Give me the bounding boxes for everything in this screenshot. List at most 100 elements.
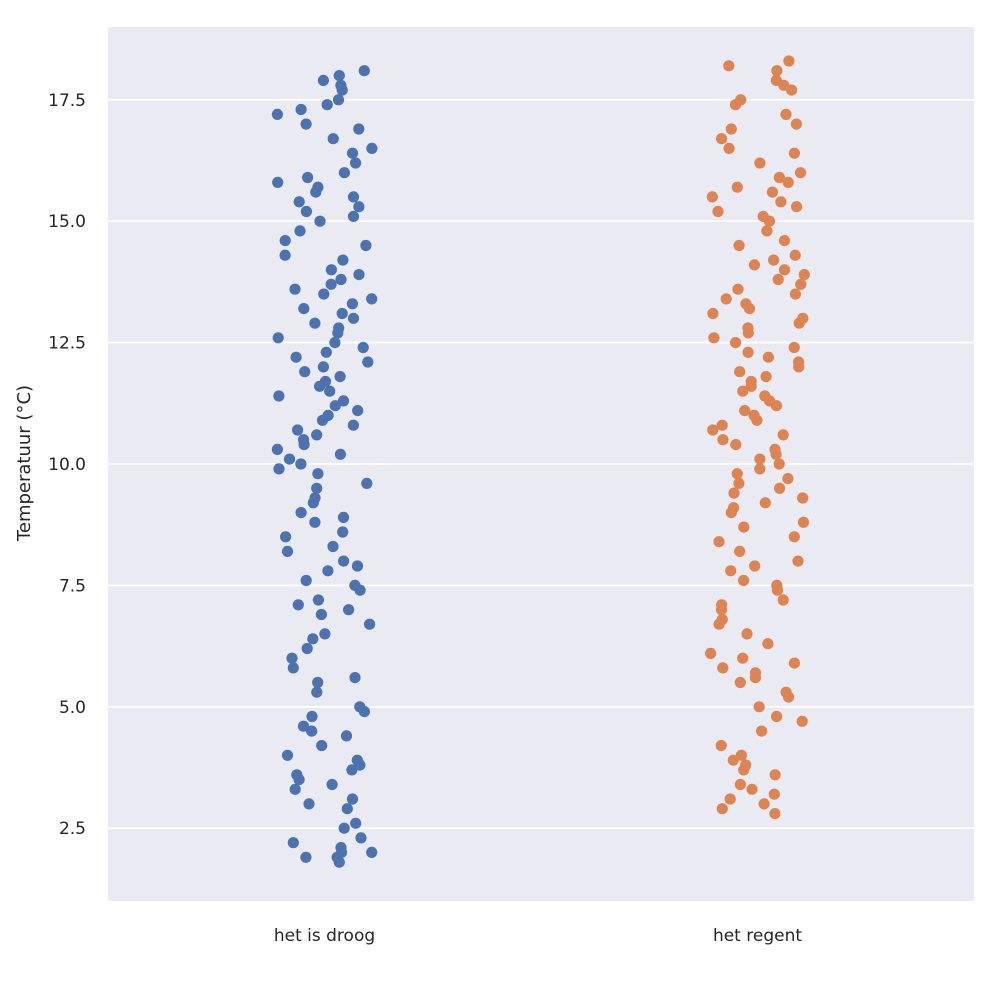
- y-gridlines: [108, 99, 974, 829]
- data-point: [788, 147, 801, 159]
- data-point: [317, 74, 329, 86]
- data-point: [748, 409, 760, 421]
- data-point: [740, 759, 752, 771]
- data-point: [287, 837, 299, 849]
- y-axis-label: Temperatuur (°C): [14, 385, 35, 542]
- data-point: [769, 808, 781, 820]
- data-point: [312, 594, 324, 606]
- data-point: [725, 565, 737, 577]
- data-point: [759, 390, 771, 402]
- data-point: [778, 264, 791, 276]
- data-point: [782, 473, 794, 485]
- data-point: [754, 157, 766, 169]
- data-point: [780, 686, 792, 698]
- data-point: [734, 545, 746, 558]
- data-point: [738, 574, 750, 587]
- data-point: [724, 793, 736, 805]
- data-point: [335, 842, 347, 854]
- data-point: [329, 400, 341, 412]
- data-point: [749, 667, 762, 679]
- data-point: [325, 264, 337, 276]
- data-point: [742, 322, 754, 334]
- y-tick-labels: 2.5 5.0 7.5 10.0 12.5 15.0 17.5: [48, 91, 86, 839]
- data-point: [271, 108, 283, 120]
- data-points: [271, 55, 810, 868]
- data-point: [707, 307, 719, 320]
- data-point: [347, 312, 360, 324]
- data-point: [281, 749, 294, 761]
- data-point: [306, 725, 318, 737]
- data-point: [769, 443, 781, 455]
- data-point: [312, 181, 324, 193]
- data-point: [789, 249, 801, 261]
- data-point: [754, 453, 766, 465]
- data-point: [357, 341, 369, 354]
- data-point: [723, 60, 735, 72]
- data-point: [347, 191, 360, 203]
- data-point: [295, 506, 307, 519]
- data-point: [798, 269, 810, 281]
- data-point: [295, 458, 307, 470]
- data-point: [717, 434, 729, 446]
- data-point: [299, 366, 311, 378]
- data-point: [731, 468, 743, 480]
- data-point: [354, 701, 366, 713]
- data-point: [292, 424, 304, 436]
- data-point: [730, 337, 742, 349]
- data-point: [791, 201, 803, 213]
- data-point: [771, 710, 783, 723]
- data-point: [364, 618, 376, 630]
- data-point: [337, 526, 349, 538]
- data-point: [749, 560, 761, 572]
- data-point: [366, 846, 378, 859]
- data-point: [317, 361, 329, 373]
- data-point: [341, 803, 353, 815]
- y-tick-label: 17.5: [48, 91, 86, 111]
- data-point: [738, 521, 750, 533]
- data-point: [303, 798, 315, 810]
- data-point: [295, 103, 307, 116]
- data-point: [353, 201, 365, 213]
- data-point: [727, 754, 739, 766]
- data-point: [733, 239, 745, 252]
- data-point: [289, 283, 301, 295]
- data-point: [771, 579, 783, 592]
- data-point: [720, 293, 732, 305]
- data-point: [734, 366, 746, 378]
- data-point: [283, 453, 296, 465]
- data-point: [347, 419, 359, 431]
- data-point: [739, 405, 751, 417]
- data-point: [311, 429, 323, 441]
- data-point: [774, 482, 786, 494]
- data-point: [780, 108, 792, 120]
- data-point: [769, 769, 781, 781]
- data-point: [290, 351, 302, 363]
- data-point: [762, 638, 774, 650]
- data-point: [324, 385, 336, 397]
- data-point: [281, 545, 294, 558]
- data-point: [723, 142, 735, 154]
- data-point: [790, 118, 803, 130]
- data-point: [346, 764, 358, 776]
- data-point: [337, 254, 349, 266]
- data-point: [366, 142, 378, 154]
- data-point: [353, 123, 365, 135]
- data-point: [300, 118, 312, 130]
- data-point: [351, 560, 364, 572]
- data-point: [793, 356, 805, 368]
- data-point: [772, 273, 784, 286]
- data-point: [797, 516, 810, 528]
- data-point: [350, 157, 362, 169]
- data-point: [716, 599, 728, 611]
- data-point: [713, 536, 725, 548]
- data-point: [361, 477, 373, 489]
- data-point: [343, 604, 355, 616]
- data-point: [366, 293, 378, 305]
- data-point: [300, 205, 312, 218]
- data-point: [717, 662, 729, 674]
- data-point: [768, 788, 780, 800]
- data-point: [742, 346, 754, 358]
- data-point: [761, 225, 773, 237]
- data-point: [312, 468, 324, 480]
